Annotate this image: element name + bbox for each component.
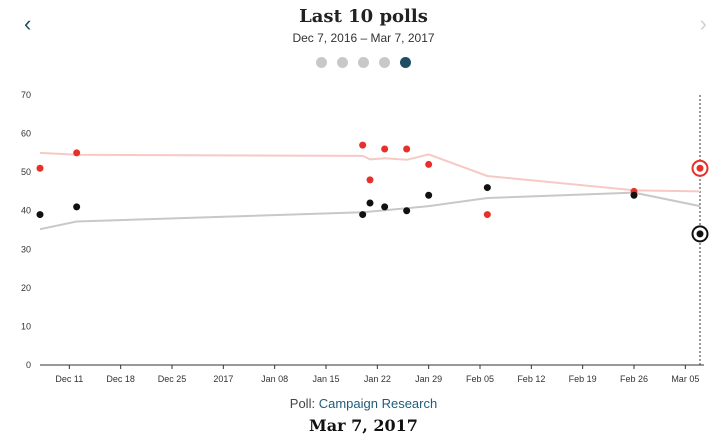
- x-tick-label: Jan 08: [261, 374, 288, 384]
- poll-point-1: [381, 145, 389, 153]
- poll-point-1: [483, 211, 491, 219]
- x-tick-label: Jan 22: [364, 374, 391, 384]
- y-tick-label: 70: [21, 90, 31, 100]
- pager-dot-1[interactable]: [316, 57, 327, 68]
- x-tick-label: Jan 29: [415, 374, 442, 384]
- x-tick-label: Mar 05: [671, 374, 699, 384]
- x-tick-label: Feb 05: [466, 374, 494, 384]
- x-tick-label: Jan 15: [312, 374, 339, 384]
- y-tick-label: 20: [21, 283, 31, 293]
- date-range: Dec 7, 2016 – Mar 7, 2017: [292, 31, 435, 45]
- x-tick-label: 2017: [213, 374, 233, 384]
- poll-name-link[interactable]: Campaign Research: [318, 396, 438, 411]
- y-tick-label: 60: [21, 129, 31, 139]
- selected-marker-dot-2: [696, 230, 704, 238]
- poll-point-1: [425, 160, 433, 168]
- poll-point-2: [366, 199, 374, 207]
- selected-date: Mar 7, 2017: [309, 416, 418, 435]
- poll-point-1: [366, 176, 374, 184]
- pager-dot-2[interactable]: [337, 57, 348, 68]
- poll-point-2: [36, 211, 44, 219]
- selected-marker-dot-1: [696, 164, 704, 172]
- x-tick-label: Dec 18: [106, 374, 135, 384]
- pager: [0, 57, 727, 68]
- poll-point-2: [403, 207, 411, 215]
- trend-line-1: [39, 151, 701, 193]
- poll-point-2: [73, 203, 81, 211]
- poll-source: Poll: Campaign Research: [0, 396, 727, 411]
- poll-point-1: [403, 145, 411, 153]
- poll-label: Poll:: [289, 396, 316, 411]
- y-tick-label: 10: [21, 321, 31, 331]
- pager-dot-3[interactable]: [358, 57, 369, 68]
- poll-point-2: [483, 184, 491, 192]
- pager-dot-4[interactable]: [379, 57, 390, 68]
- poll-point-2: [359, 211, 367, 219]
- poll-point-1: [73, 149, 81, 157]
- y-tick-label: 30: [21, 244, 31, 254]
- chart-title: Last 10 polls: [299, 6, 428, 27]
- poll-point-1: [359, 141, 367, 149]
- x-tick-label: Dec 11: [55, 374, 83, 384]
- x-tick-label: Feb 19: [569, 374, 597, 384]
- x-tick-label: Dec 25: [158, 374, 187, 384]
- x-tick-label: Feb 12: [517, 374, 545, 384]
- prev-chevron-icon[interactable]: ‹: [24, 11, 32, 36]
- pager-dot-5[interactable]: [400, 57, 411, 68]
- y-tick-label: 0: [26, 360, 31, 370]
- next-chevron-icon[interactable]: ›: [699, 11, 707, 36]
- poll-point-1: [36, 164, 44, 172]
- y-tick-label: 50: [21, 167, 31, 177]
- poll-point-2: [425, 191, 433, 199]
- trend-line-2: [39, 191, 701, 231]
- poll-point-2: [630, 191, 638, 199]
- poll-point-2: [381, 203, 389, 211]
- x-tick-label: Feb 26: [620, 374, 648, 384]
- y-tick-label: 40: [21, 206, 31, 216]
